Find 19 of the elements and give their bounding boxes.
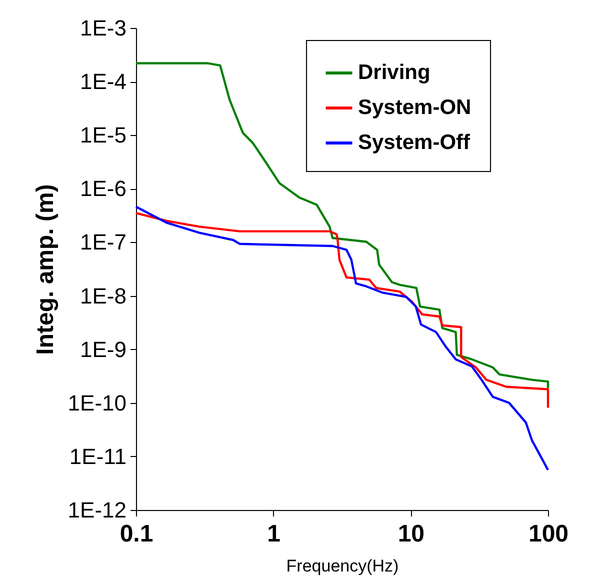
y-tick-label: 1E-3	[80, 16, 126, 40]
y-tick-label: 1E-5	[80, 122, 126, 148]
x-tick-label: 0.1	[120, 520, 154, 548]
x-tick-label: 10	[398, 520, 425, 548]
legend-label: System-ON	[358, 96, 472, 119]
y-tick-label: 1E-9	[80, 336, 126, 362]
x-tick-label: 100	[528, 520, 569, 548]
y-tick-label: 1E-12	[68, 498, 126, 522]
y-tick-label: 1E-7	[80, 230, 126, 255]
y-tick-label: 1E-8	[80, 283, 126, 308]
y-tick-label: 1E-4	[80, 69, 126, 94]
y-tick-label: 1E-10	[68, 390, 126, 416]
y-axis-title: Integ. amp. (m)	[32, 184, 59, 355]
y-tick-label: 1E-11	[69, 444, 126, 469]
legend-label: Driving	[358, 61, 430, 84]
legend-label: System-Off	[358, 131, 472, 154]
y-tick-label: 1E-6	[80, 176, 126, 202]
x-tick-label: 1	[267, 520, 281, 548]
x-axis-title: Frequency(Hz)	[286, 556, 399, 576]
